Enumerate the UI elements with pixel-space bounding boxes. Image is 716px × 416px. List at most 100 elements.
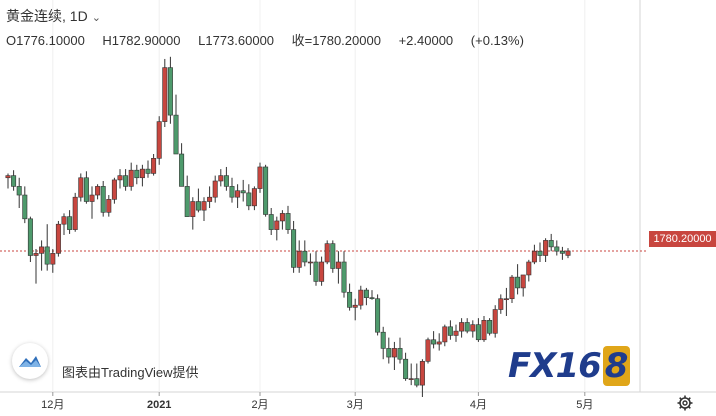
candle-body xyxy=(201,201,207,211)
candle-body xyxy=(319,261,325,282)
candle-body xyxy=(257,166,263,189)
candle-body xyxy=(106,199,112,213)
candle-body xyxy=(190,201,196,217)
candle-body xyxy=(453,330,459,336)
candle-body xyxy=(459,322,465,332)
change-pct-value: (+0.13%) xyxy=(470,33,524,48)
x-tick-label: 4月 xyxy=(470,399,487,411)
candle-body xyxy=(487,320,493,334)
candle-body xyxy=(167,67,173,116)
candle-body xyxy=(391,348,397,358)
candle-body xyxy=(229,186,235,198)
candle-body xyxy=(134,169,140,179)
candle-body xyxy=(218,175,224,182)
candle-body xyxy=(61,216,67,225)
candle-body xyxy=(447,326,453,336)
gear-icon[interactable] xyxy=(677,395,693,411)
candle-body xyxy=(235,190,241,198)
candle-body xyxy=(111,179,117,200)
candle-body xyxy=(67,216,73,230)
candle-body xyxy=(179,153,185,187)
fx168-logo: FX16 8 xyxy=(508,346,631,386)
candle-body xyxy=(403,358,409,379)
candle-body xyxy=(335,261,341,269)
candle-body xyxy=(274,220,280,230)
candle-body xyxy=(27,218,33,256)
candle-body xyxy=(291,229,297,268)
candle-body xyxy=(565,250,571,256)
candle-body xyxy=(83,177,89,202)
candle-body xyxy=(347,291,353,308)
candle-body xyxy=(50,253,56,265)
candle-body xyxy=(100,186,106,213)
candle-body xyxy=(537,250,543,256)
candle-body xyxy=(408,378,414,380)
candle-body xyxy=(162,67,168,122)
candle-body xyxy=(442,326,448,343)
candle-body xyxy=(72,196,78,230)
candle-body xyxy=(554,246,560,252)
candle-body xyxy=(268,214,274,230)
candle-body xyxy=(543,240,549,256)
high-value: H1782.90000 xyxy=(102,33,181,48)
candle-body xyxy=(380,331,386,349)
candle-body xyxy=(425,339,431,362)
candle-body xyxy=(358,289,364,306)
candle-body xyxy=(123,175,129,187)
x-tick-label: 2月 xyxy=(251,399,268,411)
candle-body xyxy=(419,361,425,386)
candle-body xyxy=(279,213,285,222)
candle-body xyxy=(151,158,157,174)
candle-body xyxy=(246,192,252,207)
candle-body xyxy=(375,298,381,333)
candle-body xyxy=(89,194,95,202)
candle-body xyxy=(145,168,151,174)
candle-body xyxy=(207,196,213,202)
candle-body xyxy=(352,304,358,308)
candle-body xyxy=(481,320,487,341)
candle-body xyxy=(5,175,11,179)
candle-body xyxy=(431,339,437,345)
candle-body xyxy=(184,186,190,217)
candle-body xyxy=(44,246,50,265)
candle-body xyxy=(22,194,28,220)
candle-body xyxy=(307,261,313,264)
x-tick-label: 2021 xyxy=(147,399,171,411)
symbol-title[interactable]: 黄金连续, 1D ⌄ xyxy=(6,6,101,26)
candle-body xyxy=(263,166,269,215)
candle-body xyxy=(223,175,229,187)
candle-body xyxy=(397,348,403,360)
candle-body xyxy=(195,201,201,211)
candle-body xyxy=(386,348,392,358)
candle-body xyxy=(78,177,84,198)
candle-body xyxy=(173,114,179,155)
candle-body xyxy=(139,168,145,179)
candle-body xyxy=(55,223,61,254)
chevron-down-icon[interactable]: ⌄ xyxy=(91,12,101,24)
low-value: L1773.60000 xyxy=(198,33,275,48)
candle-body xyxy=(330,243,336,269)
candle-body xyxy=(492,309,498,334)
candle-body xyxy=(515,276,521,289)
close-value: 收=1780.20000 xyxy=(291,33,381,48)
last-price-tag: 1780.20000 xyxy=(649,231,716,247)
candle-body xyxy=(470,324,476,332)
candle-body xyxy=(95,186,101,196)
candle-body xyxy=(240,190,246,194)
candle-body xyxy=(341,261,347,293)
ohlc-legend: O1776.10000 H1782.90000 L1773.60000 收=17… xyxy=(6,30,538,49)
candle-body xyxy=(559,250,565,254)
candle-body xyxy=(520,274,526,289)
tradingview-credit[interactable]: 图表由TradingView提供 xyxy=(62,365,199,380)
candle-body xyxy=(302,250,308,263)
tradingview-logo-icon[interactable] xyxy=(12,343,48,379)
open-value: O1776.10000 xyxy=(6,33,85,48)
candle-body xyxy=(414,378,420,386)
candle-body xyxy=(475,324,481,341)
x-tick-label: 3月 xyxy=(347,399,364,411)
wave-icon xyxy=(19,356,41,367)
candle-body xyxy=(285,213,291,230)
candle-body xyxy=(324,243,330,263)
